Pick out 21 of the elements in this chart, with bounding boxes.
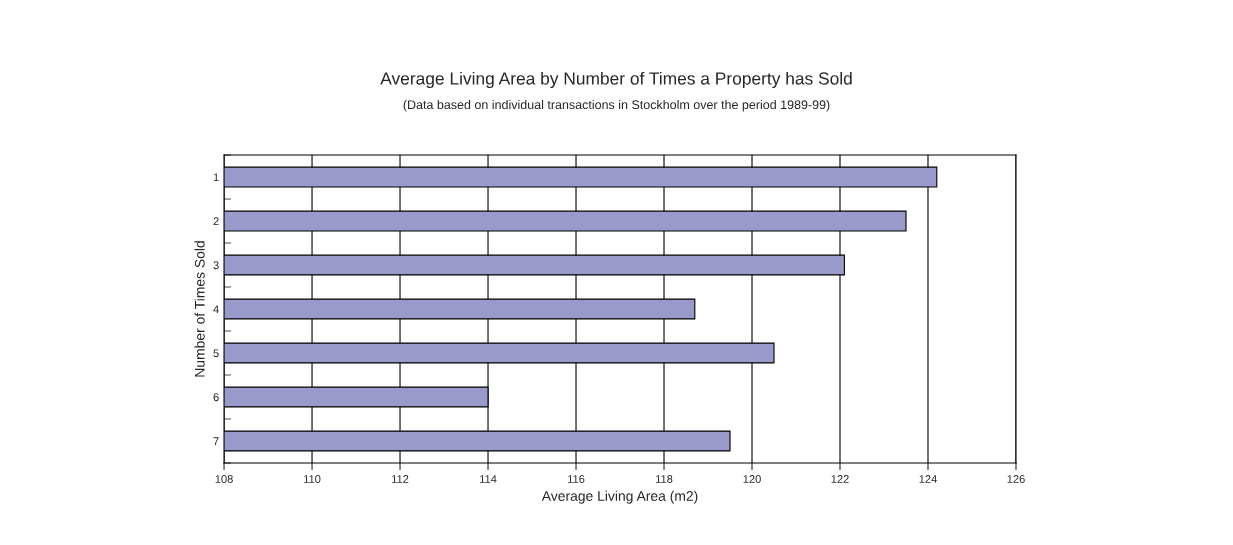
y-tick-label: 6: [213, 393, 219, 402]
x-tick-label: 124: [919, 475, 937, 483]
chart-title: Average Living Area by Number of Times a Property has Sold: [380, 71, 852, 89]
y-axis-title: Number of Times Sold: [194, 241, 205, 377]
y-tick-label: 3: [213, 261, 219, 270]
x-tick-label: 108: [215, 475, 233, 483]
y-tick-label: 2: [213, 217, 219, 226]
x-tick-label: 118: [656, 475, 673, 483]
x-tick-label: 122: [831, 475, 849, 483]
y-tick-label: 1: [213, 173, 219, 182]
y-tick-label: 7: [213, 437, 219, 446]
chart-subtitle: (Data based on individual transactions in Stockholm over the period 1989-99): [403, 99, 830, 112]
x-tick-label: 116: [568, 475, 585, 483]
x-tick-label: 126: [1007, 475, 1025, 483]
x-tick-label: 114: [480, 475, 497, 483]
y-tick-label: 5: [213, 349, 219, 358]
x-tick-label: 120: [743, 475, 761, 483]
x-axis-title: Average Living Area (m2): [541, 490, 698, 504]
y-tick-label: 4: [213, 305, 219, 314]
x-tick-label: 110: [304, 475, 321, 483]
x-tick-label: 112: [392, 475, 409, 483]
